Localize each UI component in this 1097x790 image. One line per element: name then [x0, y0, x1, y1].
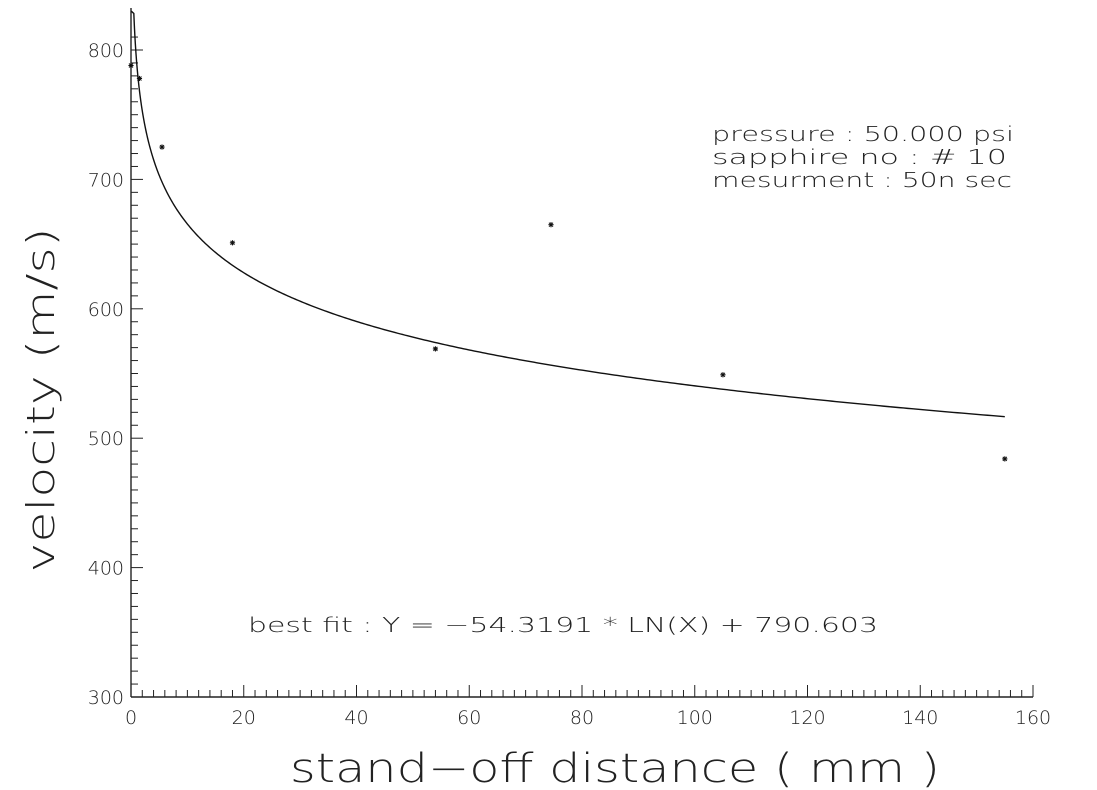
- sapphire-annotation: sapphire no : # 10: [712, 145, 1007, 169]
- x-tick-label: 100: [677, 707, 713, 729]
- pressure-annotation: pressure : 50.000 psi: [712, 122, 1014, 146]
- data-point: [548, 222, 554, 228]
- data-point: [720, 372, 726, 378]
- y-tick-label: 500: [88, 428, 124, 450]
- x-axis-title: stand−off distance ( mm ): [290, 746, 940, 790]
- x-tick-label: 60: [457, 707, 481, 729]
- y-tick-label: 300: [88, 687, 124, 709]
- x-tick-label: 160: [1015, 707, 1051, 729]
- y-axis-title: velocity (m/s): [19, 228, 63, 573]
- data-point: [1002, 456, 1008, 462]
- data-point: [432, 346, 439, 352]
- y-tick-label: 600: [88, 299, 124, 321]
- x-ticks: [130, 685, 1034, 697]
- y-tick-labels: 300 400 500 600 700 800: [88, 40, 124, 709]
- best-fit-annotation: best fit : Y = −54.3191 * LN(X) + 790.60…: [248, 613, 878, 637]
- x-tick-label: 0: [125, 707, 137, 729]
- x-tick-label: 40: [344, 707, 368, 729]
- x-tick-label: 140: [902, 707, 938, 729]
- y-tick-label: 400: [88, 558, 124, 580]
- data-point: [128, 62, 134, 69]
- data-point: [229, 240, 236, 246]
- x-tick-labels: 0 20 40 60 80 100 120 140 160: [125, 707, 1051, 729]
- x-tick-label: 20: [232, 707, 256, 729]
- data-points: [128, 62, 1008, 462]
- fit-curve: [130, 10, 1005, 418]
- x-tick-label: 120: [789, 707, 825, 729]
- measurement-annotation: mesurment : 50n sec: [712, 168, 1012, 192]
- conditions-annotation: pressure : 50.000 psi sapphire no : # 10…: [712, 122, 1014, 192]
- data-point: [136, 75, 143, 82]
- axes: 0 20 40 60 80 100 120 140 160 300 400 500 600 700 800: [88, 8, 1051, 729]
- y-tick-label: 800: [88, 40, 124, 62]
- y-tick-label: 700: [88, 169, 124, 191]
- data-point: [159, 144, 165, 150]
- y-ticks: [131, 36, 143, 698]
- x-tick-label: 80: [570, 707, 594, 729]
